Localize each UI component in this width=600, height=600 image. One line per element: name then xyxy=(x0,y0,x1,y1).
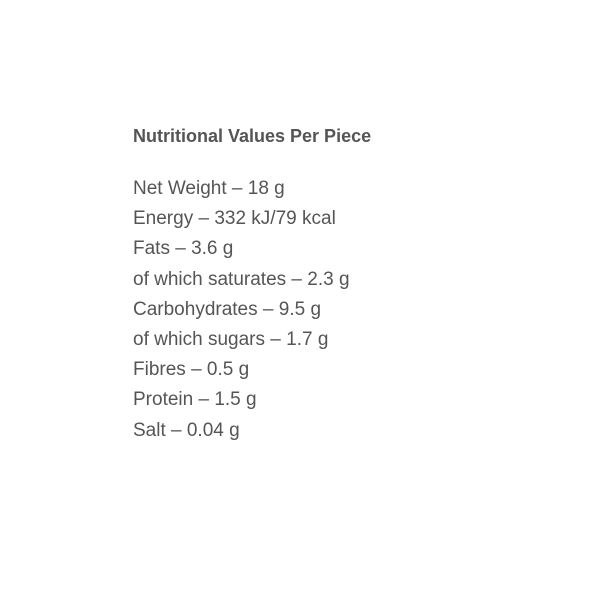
nutrition-title: Nutritional Values Per Piece xyxy=(133,126,372,146)
nutrition-list: Net Weight – 18 g Energy – 332 kJ/79 kca… xyxy=(133,174,350,446)
nutrition-item-sugars: of which sugars – 1.7 g xyxy=(133,328,329,350)
nutrition-item-net-weight: Net Weight – 18 g xyxy=(133,178,285,199)
nutrition-item-fibres: Fibres – 0.5 g xyxy=(133,359,250,381)
nutrition-item-saturates: of which saturates – 2.3 g xyxy=(133,268,350,290)
nutrition-item-carbohydrates: Carbohydrates – 9.5 g xyxy=(133,298,322,320)
nutrition-item-salt: Salt – 0.04 g xyxy=(133,419,240,441)
nutrition-item-energy: Energy – 332 kJ/79 kcal xyxy=(133,208,336,230)
nutrition-item-protein: Protein – 1.5 g xyxy=(133,389,257,411)
nutrition-item-fats: Fats – 3.6 g xyxy=(133,238,234,260)
